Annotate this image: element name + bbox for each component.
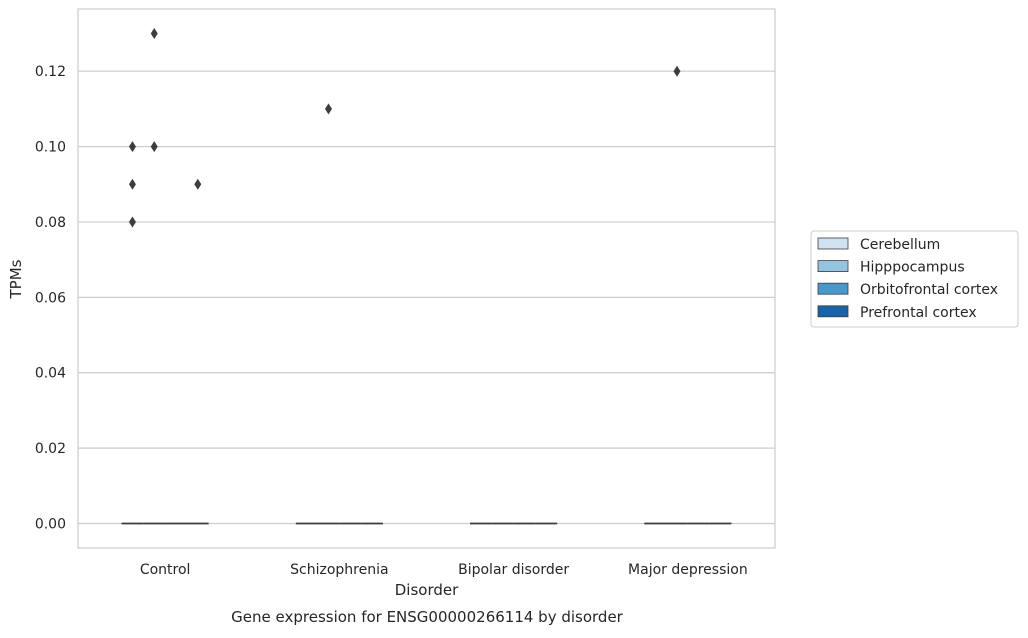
y-tick-labels: 0.00 0.02 0.04 0.06 0.08 0.10 0.12: [35, 64, 66, 532]
outlier-point: [150, 28, 158, 39]
outlier-point: [128, 178, 136, 190]
legend-frame: [810, 230, 1019, 328]
legend-swatch: [817, 282, 849, 295]
outlier-point: [150, 141, 158, 153]
x-tick-label: Bipolar disorder: [458, 562, 569, 578]
y-tick-label: 0.06: [35, 290, 66, 306]
y-tick-label: 0.00: [35, 517, 66, 533]
outlier-point: [128, 141, 136, 153]
y-tick-label: 0.10: [35, 140, 66, 156]
legend-label: Hipppocampus: [860, 260, 965, 276]
chart-title: Gene expression for ENSG00000266114 by d…: [231, 608, 624, 626]
y-tick-label: 0.12: [35, 64, 66, 80]
outlier-points: [128, 28, 681, 228]
y-tick-label: 0.08: [35, 215, 66, 231]
x-tick-label: Major depression: [628, 562, 748, 578]
plot-frame: [77, 8, 776, 549]
x-tick-label: Control: [140, 562, 191, 578]
legend-swatch: [817, 305, 849, 318]
legend-label: Orbitofrontal cortex: [860, 282, 998, 298]
outlier-point: [673, 65, 681, 77]
y-tick-label: 0.02: [35, 441, 66, 457]
legend-label: Cerebellum: [860, 237, 940, 253]
outlier-point: [128, 216, 136, 228]
legend-swatch: [817, 237, 849, 250]
x-tick-label: Schizophrenia: [290, 562, 388, 578]
x-axis-label: Disorder: [395, 581, 459, 599]
legend-swatch: [817, 260, 849, 273]
y-tick-label: 0.04: [35, 366, 66, 382]
outlier-point: [324, 103, 332, 115]
legend: Cerebellum Hipppocampus Orbitofrontal cort…: [810, 230, 1019, 328]
legend-items: Cerebellum Hipppocampus Orbitofrontal cort…: [817, 237, 998, 321]
x-tick-labels: Control Schizophrenia Bipolar disorder Majo…: [140, 562, 748, 578]
outlier-point: [194, 178, 202, 190]
legend-label: Prefrontal cortex: [860, 305, 977, 321]
y-axis-label: TPMs: [7, 259, 25, 299]
grid-lines: [78, 70, 775, 525]
